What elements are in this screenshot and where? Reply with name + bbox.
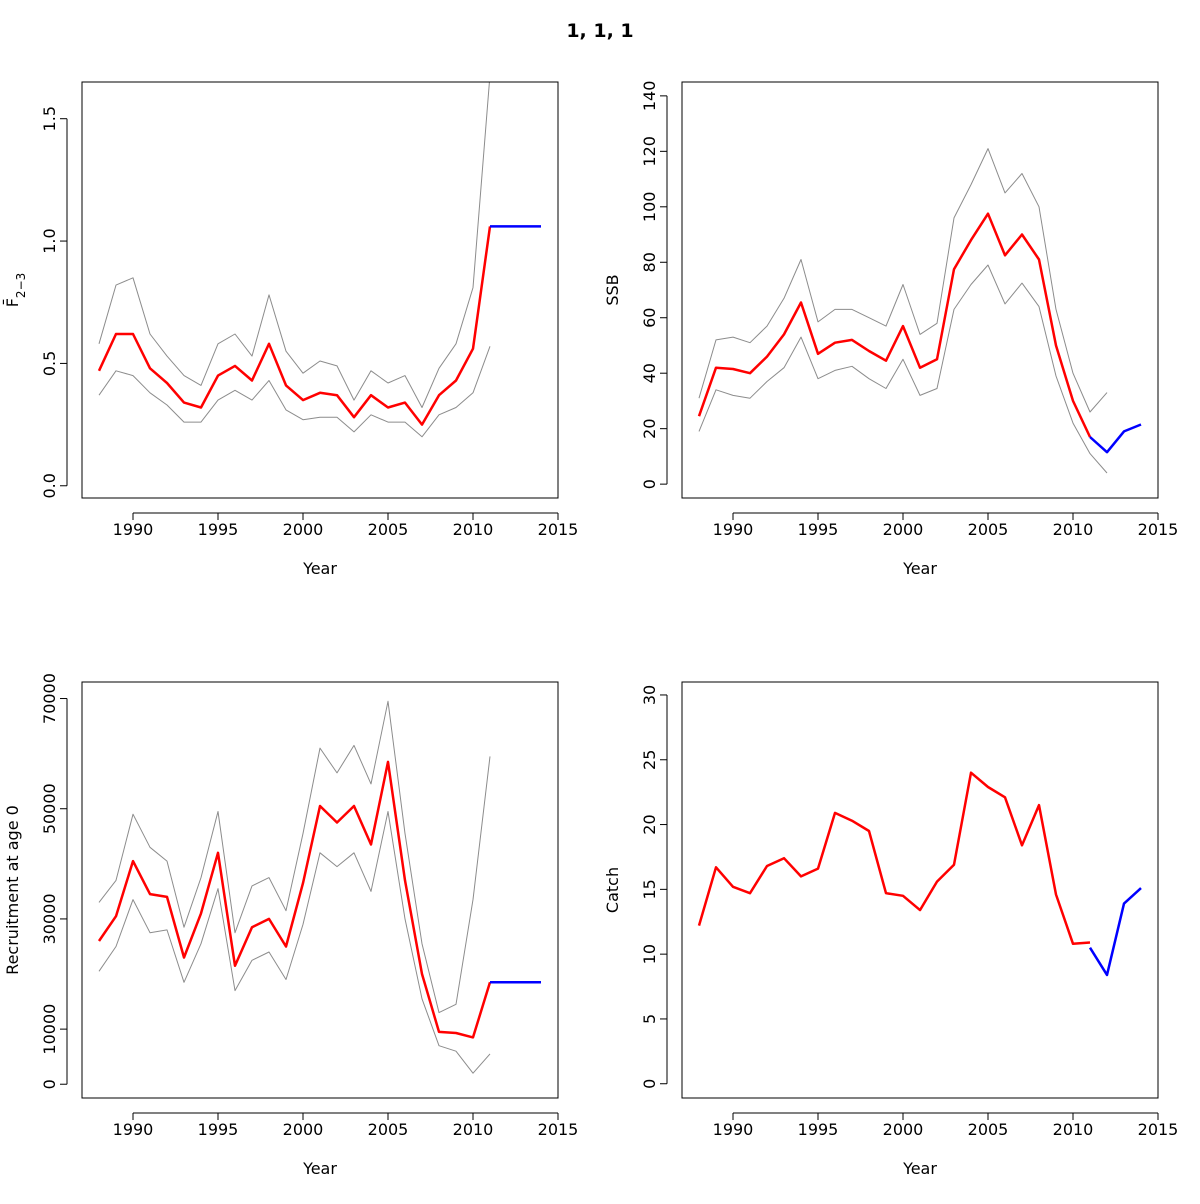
x-tick-label: 2015 <box>538 520 579 539</box>
x-tick-label: 2005 <box>968 520 1009 539</box>
x-tick-label: 1990 <box>113 520 154 539</box>
plot-frame <box>81 81 559 499</box>
series-ci-upper-line <box>98 82 490 408</box>
y-axis-label: SSB <box>603 274 622 305</box>
plot-frame <box>681 681 1159 1099</box>
x-tick-label: 2010 <box>1053 520 1094 539</box>
y-tick-label: 50000 <box>40 783 59 834</box>
y-tick-label: 100 <box>640 192 659 223</box>
y-tick-label: 40 <box>640 363 659 383</box>
y-tick-label: 0.0 <box>40 473 59 498</box>
y-tick-label: 60 <box>640 308 659 328</box>
y-tick-label: 20 <box>640 814 659 834</box>
x-tick-label: 2015 <box>1138 1120 1179 1139</box>
x-axis-label: Year <box>902 1159 937 1178</box>
x-tick-label: 2005 <box>368 520 409 539</box>
x-tick-label: 1995 <box>198 1120 239 1139</box>
plot-recruitment: 1990 1995 2000 2005 2010 2015 0 10000 30000 50000… <box>3 673 579 1178</box>
x-tick-label: 2000 <box>283 1120 324 1139</box>
panel-recruitment: 1990 1995 2000 2005 2010 2015 0 10000 30000 50000… <box>0 600 600 1200</box>
x-tick-label: 2010 <box>1053 1120 1094 1139</box>
y-tick-label: 0 <box>640 479 659 489</box>
series-forecast-line <box>1089 423 1142 454</box>
x-tick-label: 2015 <box>538 1120 579 1139</box>
y-tick-label: 20 <box>640 418 659 438</box>
series-ci-lower-line <box>98 346 491 438</box>
plot-frame <box>81 681 559 1099</box>
x-axis-label: Year <box>902 559 937 578</box>
series-ci-upper-line <box>698 148 1108 413</box>
panel-ssb: 1990 1995 2000 2005 2010 2015 0 20 40 60 80 100 120 1… <box>600 0 1200 600</box>
plot-ssb: 1990 1995 2000 2005 2010 2015 0 20 40 60 80 100 120 1… <box>603 81 1179 578</box>
series-estimate-line <box>97 226 492 426</box>
series-estimate-line <box>97 760 492 1039</box>
plot-catch: 1990 1995 2000 2005 2010 2015 0 5 10 15 20 25 30 Year… <box>603 681 1179 1178</box>
series-ci-upper-line <box>98 700 491 1014</box>
x-tick-label: 2000 <box>883 1120 924 1139</box>
series-ci-lower-line <box>698 264 1108 474</box>
panel-f-bar: 1990 1995 2000 2005 2010 2015 0.0 0.5 1.0 1.5 Year… <box>0 0 600 600</box>
series-forecast-line <box>1088 887 1142 977</box>
x-tick-label: 1990 <box>713 1120 754 1139</box>
x-tick-label: 2005 <box>968 1120 1009 1139</box>
x-tick-label: 2015 <box>1138 520 1179 539</box>
x-tick-label: 1995 <box>798 520 839 539</box>
y-tick-label: 140 <box>640 81 659 112</box>
series-estimate-line <box>697 771 1091 946</box>
x-axis-label: Year <box>302 1159 337 1178</box>
x-tick-label: 2005 <box>368 1120 409 1139</box>
plot-f-bar: 1990 1995 2000 2005 2010 2015 0.0 0.5 1.0 1.5 Year… <box>3 81 579 578</box>
x-tick-label: 1995 <box>798 1120 839 1139</box>
x-tick-label: 2000 <box>283 520 324 539</box>
x-tick-label: 1995 <box>198 520 239 539</box>
y-tick-label: 70000 <box>40 673 59 724</box>
y-tick-label: 1.0 <box>40 228 59 253</box>
y-tick-label: 0.5 <box>40 351 59 376</box>
y-tick-label: 0 <box>640 1079 659 1089</box>
y-tick-label: 30000 <box>40 893 59 944</box>
y-tick-label: 120 <box>640 136 659 167</box>
y-axis-label: F̄2−3 <box>3 273 28 308</box>
y-tick-label: 30 <box>640 685 659 705</box>
y-tick-label: 25 <box>640 750 659 770</box>
y-tick-label: 1.5 <box>40 106 59 131</box>
y-tick-label: 10000 <box>40 1004 59 1055</box>
figure-title: 1, 1, 1 <box>566 20 634 42</box>
series-ci-lower-line <box>98 811 491 1074</box>
plot-frame <box>681 81 1159 499</box>
y-axis-label-subscript: 2−3 <box>14 273 28 298</box>
x-tick-label: 1990 <box>113 1120 154 1139</box>
y-axis-label: Catch <box>603 867 622 913</box>
x-axis-label: Year <box>302 559 337 578</box>
x-tick-label: 1990 <box>713 520 754 539</box>
y-tick-label: 10 <box>640 944 659 964</box>
y-tick-label: 15 <box>640 879 659 899</box>
y-axis-label: Recruitment at age 0 <box>3 805 22 975</box>
x-tick-label: 2010 <box>453 520 494 539</box>
x-tick-label: 2000 <box>883 520 924 539</box>
y-tick-label: 80 <box>640 252 659 272</box>
series-estimate-line <box>697 212 1092 438</box>
x-tick-label: 2010 <box>453 1120 494 1139</box>
panel-catch: 1990 1995 2000 2005 2010 2015 0 5 10 15 20 25 30 Year… <box>600 600 1200 1200</box>
y-tick-label: 5 <box>640 1014 659 1024</box>
y-tick-label: 0 <box>40 1079 59 1089</box>
